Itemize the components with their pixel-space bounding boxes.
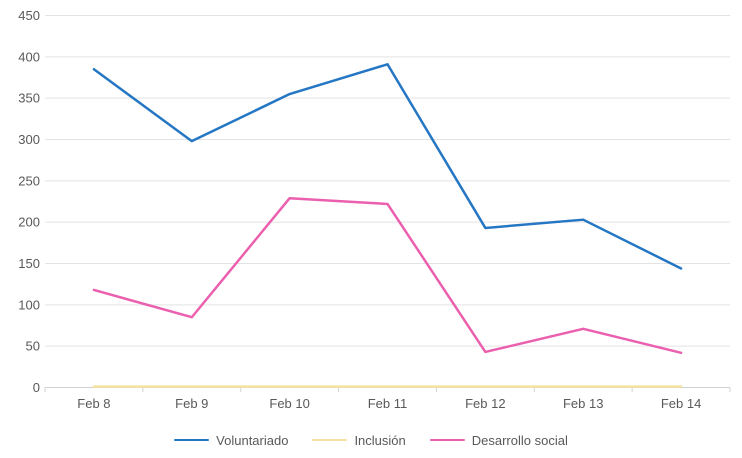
chart-plot-area: 0 50 100 150 200 250 300 350 400 450 Feb 8 Feb 9 Feb… bbox=[18, 8, 731, 411]
y-axis-label-150: 150 bbox=[18, 256, 40, 271]
x-axis-label-feb-9: Feb 9 bbox=[175, 396, 208, 411]
legend-label-voluntariado: Voluntariado bbox=[216, 432, 289, 448]
legend-swatch-desarrollo-social bbox=[429, 438, 465, 442]
y-axis-label-200: 200 bbox=[18, 215, 40, 230]
y-axis-label-0: 0 bbox=[33, 380, 40, 395]
series-line-desarrollo-social bbox=[92, 196, 683, 355]
legend-item-voluntariado[interactable]: Voluntariado bbox=[174, 433, 288, 448]
x-axis-label-feb-10: Feb 10 bbox=[269, 396, 309, 411]
series-line-voluntariado bbox=[92, 63, 683, 270]
legend-label-inclusion: Inclusión bbox=[354, 432, 406, 448]
legend-label-desarrollo-social: Desarrollo social bbox=[471, 432, 568, 448]
x-axis-label-feb-12: Feb 12 bbox=[465, 396, 505, 411]
x-axis-label-feb-8: Feb 8 bbox=[77, 396, 110, 411]
legend-swatch-voluntariado bbox=[174, 438, 210, 442]
legend-item-desarrollo-social[interactable]: Desarrollo social bbox=[429, 432, 568, 448]
y-axis-label-100: 100 bbox=[18, 297, 40, 312]
x-axis-label-feb-11: Feb 11 bbox=[368, 396, 408, 411]
y-axis-label-400: 400 bbox=[18, 49, 40, 64]
chart-legend: Voluntariado Inclusión Desarrollo social bbox=[0, 428, 742, 452]
legend-item-inclusion[interactable]: Inclusión bbox=[312, 432, 406, 448]
legend-swatch-inclusion bbox=[312, 438, 348, 442]
y-axis-label-50: 50 bbox=[26, 339, 40, 354]
y-axis-label-250: 250 bbox=[18, 173, 40, 188]
y-axis-label-450: 450 bbox=[18, 8, 40, 23]
y-axis-label-300: 300 bbox=[18, 132, 40, 147]
y-axis-label-350: 350 bbox=[18, 91, 40, 106]
x-axis-label-feb-13: Feb 13 bbox=[563, 396, 603, 411]
x-axis-label-feb-14: Feb 14 bbox=[661, 396, 701, 411]
